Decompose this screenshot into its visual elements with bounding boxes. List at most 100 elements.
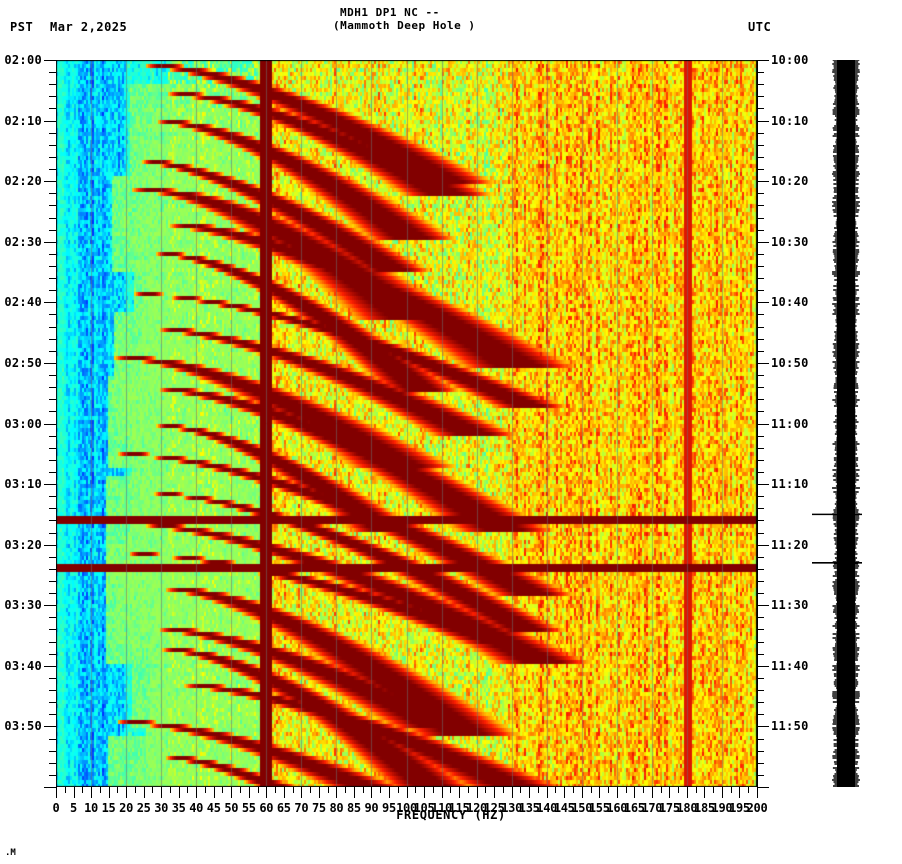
y-major-tick-right xyxy=(757,423,769,425)
frequency-tick-label: 195 xyxy=(729,801,750,815)
x-major-tick xyxy=(634,787,636,798)
y-minor-tick-left xyxy=(49,253,56,255)
frequency-tick-label: 40 xyxy=(189,801,204,815)
y-minor-tick-right xyxy=(757,411,764,413)
y-minor-tick-right xyxy=(757,229,764,231)
y-major-tick-left xyxy=(44,665,56,667)
x-minor-tick xyxy=(152,787,154,793)
y-minor-tick-left xyxy=(49,702,56,704)
y-minor-tick-left xyxy=(49,169,56,171)
y-minor-tick-right xyxy=(757,326,764,328)
frequency-tick-label: 145 xyxy=(553,801,575,815)
x-major-tick xyxy=(318,787,320,798)
y-minor-tick-right xyxy=(757,217,764,219)
x-major-tick xyxy=(388,787,390,798)
x-major-tick xyxy=(476,787,478,798)
frequency-tick-label: 185 xyxy=(694,801,715,815)
time-label-utc: 10:30 xyxy=(771,234,809,249)
x-minor-tick xyxy=(117,787,119,793)
y-minor-tick-right xyxy=(757,629,764,631)
y-minor-tick-left xyxy=(49,459,56,461)
y-minor-tick-left xyxy=(49,581,56,583)
y-minor-tick-left xyxy=(49,738,56,740)
date-label: Mar 2,2025 xyxy=(50,20,128,34)
x-major-tick xyxy=(231,787,233,798)
x-minor-tick xyxy=(292,787,294,793)
y-minor-tick-left xyxy=(49,265,56,267)
x-major-tick xyxy=(459,787,461,798)
frequency-tick-label: 115 xyxy=(448,801,470,815)
x-minor-tick xyxy=(187,787,189,793)
y-minor-tick-right xyxy=(757,205,764,207)
spectrogram-canvas xyxy=(56,60,757,787)
x-minor-tick xyxy=(450,787,452,793)
x-minor-tick xyxy=(660,787,662,793)
y-major-tick-right xyxy=(757,605,769,607)
frequency-tick-label: 160 xyxy=(606,801,628,815)
y-minor-tick-right xyxy=(757,435,764,437)
y-minor-tick-left xyxy=(49,447,56,449)
time-label-utc: 11:30 xyxy=(771,598,809,613)
y-minor-tick-right xyxy=(757,96,764,98)
y-minor-tick-left xyxy=(49,217,56,219)
spectrogram-plot[interactable] xyxy=(56,60,757,787)
y-minor-tick-left xyxy=(49,326,56,328)
y-minor-tick-left xyxy=(49,677,56,679)
y-minor-tick-left xyxy=(49,314,56,316)
y-major-tick-right xyxy=(757,241,769,243)
x-major-tick xyxy=(704,787,706,798)
time-label-utc: 10:20 xyxy=(771,174,809,189)
y-minor-tick-left xyxy=(49,132,56,134)
x-minor-tick xyxy=(485,787,487,793)
frequency-tick-label: 45 xyxy=(206,801,221,815)
x-major-tick xyxy=(564,787,566,798)
y-minor-tick-left xyxy=(49,653,56,655)
corner-mark: .M xyxy=(5,848,16,858)
y-minor-tick-left xyxy=(49,750,56,752)
y-minor-tick-left xyxy=(49,84,56,86)
frequency-tick-label: 95 xyxy=(382,801,396,815)
x-major-tick xyxy=(686,787,688,798)
y-minor-tick-left xyxy=(49,338,56,340)
time-label-utc: 11:50 xyxy=(771,719,809,734)
y-minor-tick-right xyxy=(757,532,764,534)
y-minor-tick-right xyxy=(757,641,764,643)
y-minor-tick-right xyxy=(757,714,764,716)
x-minor-tick xyxy=(257,787,259,793)
x-major-tick xyxy=(651,787,653,798)
x-major-tick xyxy=(248,787,250,798)
x-major-tick xyxy=(143,787,145,798)
timezone-label-left: PST xyxy=(10,20,34,34)
x-major-tick xyxy=(616,787,618,798)
time-label-utc: 11:00 xyxy=(771,416,809,431)
y-major-tick-right xyxy=(757,787,769,788)
x-major-tick xyxy=(511,787,513,798)
time-axis-pst: 02:00 02:10 02:20 02:30 02:40 02:50 03:00 03:10… xyxy=(0,53,56,788)
frequency-tick-label: 35 xyxy=(171,801,186,815)
y-minor-tick-right xyxy=(757,253,764,255)
x-minor-tick xyxy=(240,787,241,793)
frequency-tick-label: 125 xyxy=(483,801,505,815)
frequency-tick-label: 20 xyxy=(119,801,134,815)
y-minor-tick-right xyxy=(757,72,764,74)
time-label-utc: 10:50 xyxy=(771,355,809,370)
time-label-pst: 03:00 xyxy=(4,416,42,431)
x-major-tick xyxy=(196,787,198,798)
y-minor-tick-left xyxy=(49,108,56,110)
y-major-tick-left xyxy=(44,544,56,546)
x-minor-tick xyxy=(380,787,382,793)
y-minor-tick-left xyxy=(49,229,56,231)
y-major-tick-right xyxy=(757,484,769,486)
frequency-tick-label: 110 xyxy=(431,801,452,815)
y-minor-tick-right xyxy=(757,156,764,158)
x-minor-tick xyxy=(590,787,592,793)
x-major-tick xyxy=(599,787,601,798)
y-minor-tick-right xyxy=(757,653,764,655)
y-major-tick-left xyxy=(44,423,56,425)
frequency-tick-label: 15 xyxy=(101,801,116,815)
x-major-tick xyxy=(721,787,723,798)
x-major-tick xyxy=(126,787,128,798)
x-minor-tick xyxy=(204,787,206,793)
time-label-utc: 10:10 xyxy=(771,113,809,128)
x-minor-tick xyxy=(397,787,399,793)
